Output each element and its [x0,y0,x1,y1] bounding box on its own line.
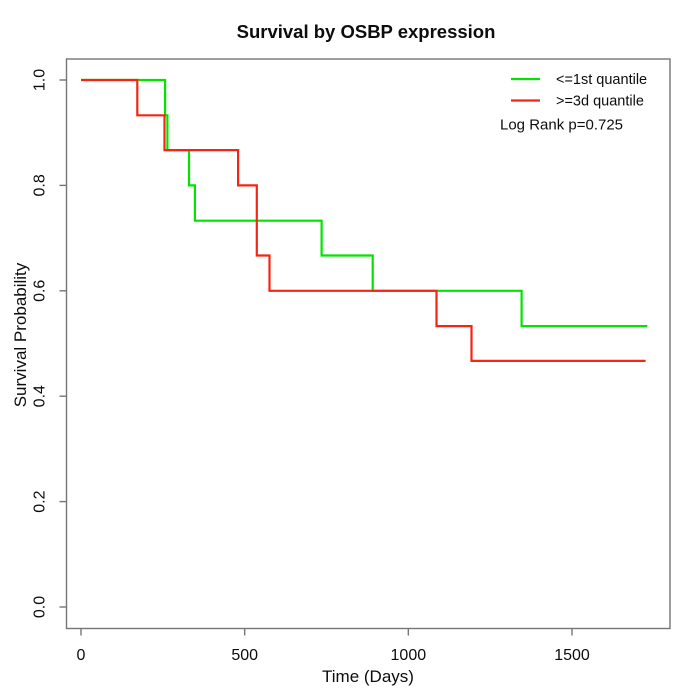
legend: <=1st quantile >=3d quantile Log Rank p=… [500,72,647,134]
y-axis-ticks: 0.0 0.2 0.4 0.6 0.8 1.0 [32,69,67,618]
y-tick-label: 0.2 [32,490,49,512]
x-tick-label: 1500 [554,647,590,664]
x-axis-ticks: 0 500 1000 1500 [77,628,590,664]
y-axis-label: Survival Probability [11,262,30,407]
x-tick-label: 0 [77,647,86,664]
survival-curves [81,78,648,362]
y-tick-label: 0.0 [32,596,49,618]
x-tick-label: 1000 [391,647,427,664]
y-tick-label: 1.0 [32,69,49,91]
survival-curve-third-quantile [81,78,646,362]
y-tick-label: 0.6 [32,280,49,302]
y-tick-label: 0.4 [32,385,49,407]
plot-border [65,58,671,630]
logrank-annotation: Log Rank p=0.725 [500,117,623,134]
legend-label-first-quantile: <=1st quantile [556,72,647,88]
plot-title: Survival by OSBP expression [237,21,496,42]
y-tick-label: 0.8 [32,174,49,196]
x-axis-label: Time (Days) [322,667,414,686]
survival-curve-first-quantile [81,78,648,328]
x-tick-label: 500 [231,647,258,664]
legend-label-third-quantile: >=3d quantile [556,94,644,110]
